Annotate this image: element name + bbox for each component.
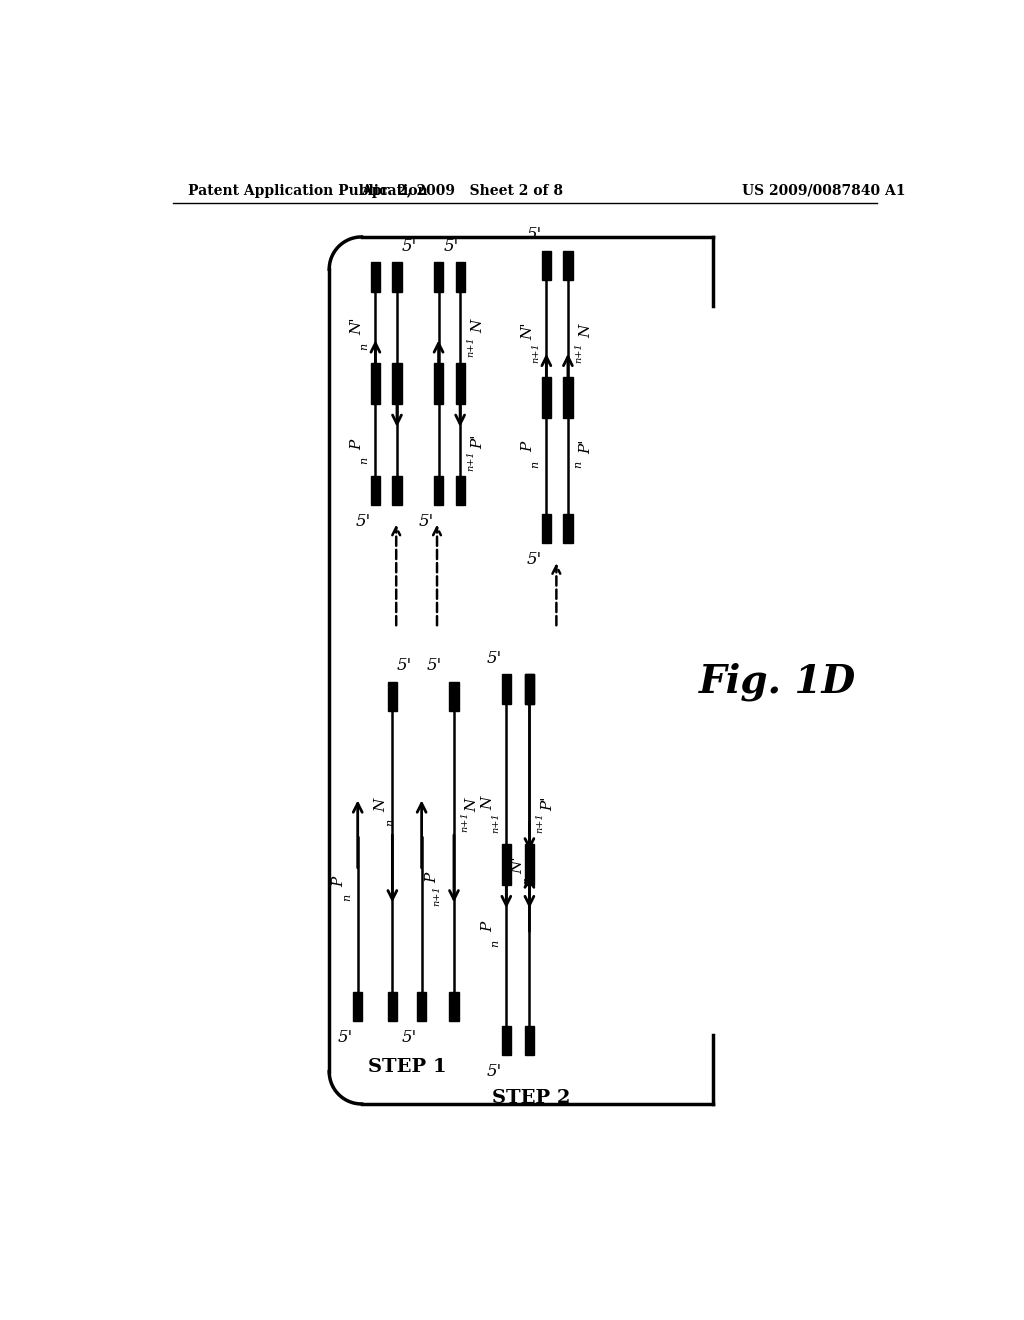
Bar: [371, 363, 380, 404]
Text: 5': 5': [426, 657, 441, 675]
Text: P: P: [425, 874, 439, 883]
Bar: [524, 1026, 535, 1056]
Text: n+1: n+1: [531, 342, 540, 363]
Text: P: P: [481, 921, 495, 932]
Text: n+1: n+1: [574, 342, 584, 363]
Text: N': N': [521, 323, 535, 341]
Text: N: N: [580, 325, 593, 338]
Bar: [450, 682, 459, 711]
Text: N: N: [481, 796, 495, 810]
Text: n: n: [359, 457, 370, 465]
Bar: [388, 991, 397, 1020]
Bar: [392, 475, 401, 506]
Bar: [456, 263, 465, 292]
Text: 5': 5': [401, 1028, 417, 1045]
Text: P': P': [472, 434, 485, 449]
Bar: [434, 475, 443, 506]
Text: Apr. 2, 2009   Sheet 2 of 8: Apr. 2, 2009 Sheet 2 of 8: [360, 183, 562, 198]
Text: 5': 5': [486, 649, 502, 667]
Text: n: n: [530, 461, 541, 469]
Bar: [392, 363, 401, 404]
Bar: [392, 263, 401, 292]
Bar: [542, 251, 551, 280]
Text: n+1: n+1: [460, 812, 469, 833]
Text: US 2009/0087840 A1: US 2009/0087840 A1: [741, 183, 905, 198]
Text: P: P: [332, 876, 346, 887]
Text: n+1: n+1: [432, 886, 441, 907]
Text: 5': 5': [486, 1063, 502, 1080]
Text: 5': 5': [397, 657, 413, 675]
Text: N: N: [472, 319, 485, 333]
Text: n: n: [385, 818, 395, 826]
Text: STEP 2: STEP 2: [492, 1089, 570, 1106]
Bar: [524, 675, 535, 704]
Bar: [502, 845, 511, 886]
Text: 5': 5': [526, 226, 542, 243]
Text: P': P': [541, 796, 555, 810]
Text: n: n: [573, 461, 584, 469]
Bar: [502, 1026, 511, 1056]
Bar: [450, 991, 459, 1020]
Bar: [563, 376, 572, 417]
Bar: [542, 515, 551, 544]
Text: n+1: n+1: [492, 812, 500, 833]
Text: n: n: [342, 894, 352, 902]
Text: n+1: n+1: [466, 337, 475, 356]
Text: 5': 5': [419, 512, 434, 529]
Text: N: N: [466, 799, 479, 812]
Text: N: N: [375, 799, 388, 812]
Text: 5': 5': [355, 512, 371, 529]
Text: 5': 5': [401, 238, 417, 255]
Text: N': N': [350, 317, 364, 335]
Bar: [524, 845, 535, 886]
Text: Patent Application Publication: Patent Application Publication: [188, 183, 428, 198]
Text: STEP 1: STEP 1: [369, 1059, 447, 1076]
Bar: [563, 515, 572, 544]
Text: N': N': [512, 857, 525, 874]
Text: n: n: [490, 940, 501, 946]
Text: n+1: n+1: [536, 812, 545, 833]
Text: n: n: [522, 876, 532, 884]
Bar: [456, 475, 465, 506]
Bar: [434, 263, 443, 292]
Bar: [456, 363, 465, 404]
Text: 5': 5': [338, 1028, 353, 1045]
Bar: [542, 376, 551, 417]
Bar: [502, 675, 511, 704]
Text: 5': 5': [526, 552, 542, 568]
Text: Fig. 1D: Fig. 1D: [698, 663, 856, 701]
Text: 5': 5': [443, 238, 459, 255]
Bar: [434, 363, 443, 404]
Text: P: P: [350, 440, 364, 450]
Bar: [524, 675, 535, 704]
Bar: [417, 991, 426, 1020]
Text: n: n: [359, 343, 370, 350]
Bar: [353, 991, 362, 1020]
Text: n+1: n+1: [466, 450, 475, 471]
Bar: [388, 682, 397, 711]
Bar: [371, 475, 380, 506]
Bar: [563, 251, 572, 280]
Text: P: P: [521, 442, 535, 453]
Bar: [371, 263, 380, 292]
Text: P': P': [580, 440, 593, 454]
